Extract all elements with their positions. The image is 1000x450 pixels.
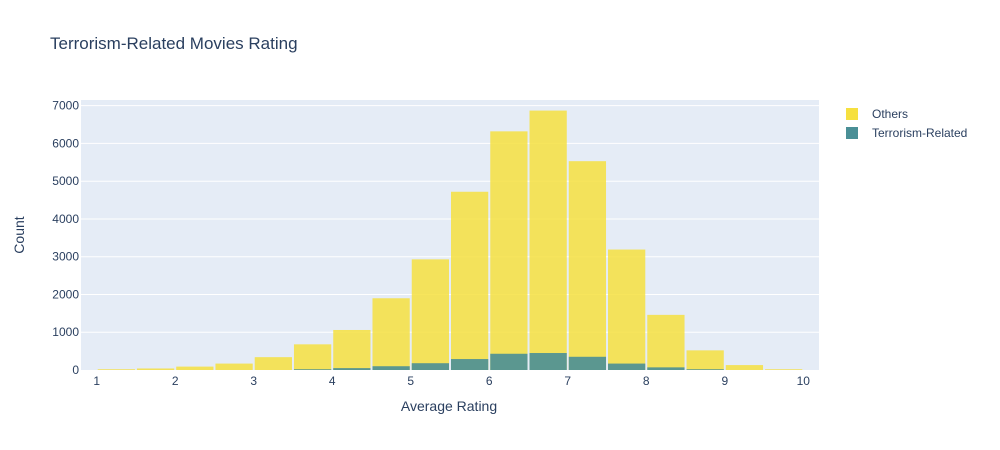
y-axis-ticks: 0 1000 2000 3000 4000 5000 6000 7000 <box>52 99 79 377</box>
chart-title: Terrorism-Related Movies Rating <box>50 34 298 53</box>
x-tick-label: 4 <box>329 374 336 388</box>
bar-terrorism-related[interactable] <box>333 368 371 370</box>
legend-swatch-others <box>846 107 858 120</box>
y-tick-label: 1000 <box>52 325 79 339</box>
x-tick-label: 3 <box>250 374 257 388</box>
legend-item-others[interactable]: Others <box>846 104 967 123</box>
legend: Others Terrorism-Related <box>846 104 967 142</box>
x-axis-ticks: 1 2 3 4 5 6 7 8 9 10 <box>93 374 810 388</box>
y-tick-label: 0 <box>72 363 79 377</box>
legend-swatch-terrorism-related <box>846 126 858 139</box>
bar-others[interactable] <box>490 131 528 370</box>
bar-others[interactable] <box>293 344 332 370</box>
bar-others[interactable] <box>568 161 607 370</box>
x-tick-label: 1 <box>93 374 100 388</box>
x-axis-title: Average Rating <box>401 398 497 414</box>
bar-terrorism-related[interactable] <box>529 353 567 370</box>
bar-others[interactable] <box>333 329 371 370</box>
x-tick-label: 8 <box>643 374 650 388</box>
y-tick-label: 5000 <box>52 174 79 188</box>
x-tick-label: 7 <box>564 374 571 388</box>
y-tick-label: 7000 <box>52 99 79 113</box>
bar-others[interactable] <box>97 369 135 370</box>
bar-terrorism-related[interactable] <box>568 356 607 370</box>
bar-others[interactable] <box>725 365 764 370</box>
bar-others[interactable] <box>411 259 449 370</box>
bar-terrorism-related[interactable] <box>451 359 489 370</box>
legend-item-terrorism-related[interactable]: Terrorism-Related <box>846 123 967 142</box>
x-tick-label: 2 <box>172 374 179 388</box>
y-tick-label: 6000 <box>52 136 79 150</box>
x-tick-label: 5 <box>407 374 414 388</box>
bar-others[interactable] <box>451 191 489 370</box>
bar-terrorism-related[interactable] <box>490 353 528 370</box>
bar-others[interactable] <box>372 298 410 370</box>
bar-others[interactable] <box>176 366 214 370</box>
bar-others[interactable] <box>647 314 685 370</box>
bar-others[interactable] <box>686 350 724 370</box>
bar-terrorism-related[interactable] <box>411 363 449 370</box>
bar-others[interactable] <box>215 363 253 370</box>
y-tick-label: 3000 <box>52 250 79 264</box>
x-tick-label: 10 <box>797 374 811 388</box>
y-tick-label: 2000 <box>52 287 79 301</box>
bar-others[interactable] <box>136 368 175 370</box>
bar-terrorism-related[interactable] <box>647 367 685 370</box>
bar-others[interactable] <box>254 357 292 370</box>
plot-area <box>81 100 819 370</box>
bar-others[interactable] <box>608 249 646 370</box>
bar-terrorism-related[interactable] <box>293 369 332 370</box>
gridlines <box>81 105 819 333</box>
legend-label-others: Others <box>872 106 909 121</box>
x-tick-label: 6 <box>486 374 493 388</box>
bar-terrorism-related[interactable] <box>372 366 410 370</box>
y-tick-label: 4000 <box>52 212 79 226</box>
bar-terrorism-related[interactable] <box>686 369 724 370</box>
bars-layer <box>97 110 803 370</box>
bar-terrorism-related[interactable] <box>608 363 646 370</box>
bar-others[interactable] <box>765 369 803 370</box>
x-tick-label: 9 <box>721 374 728 388</box>
y-axis-title: Count <box>11 216 27 253</box>
legend-label-terrorism-related: Terrorism-Related <box>872 125 968 140</box>
bar-others[interactable] <box>529 110 567 370</box>
